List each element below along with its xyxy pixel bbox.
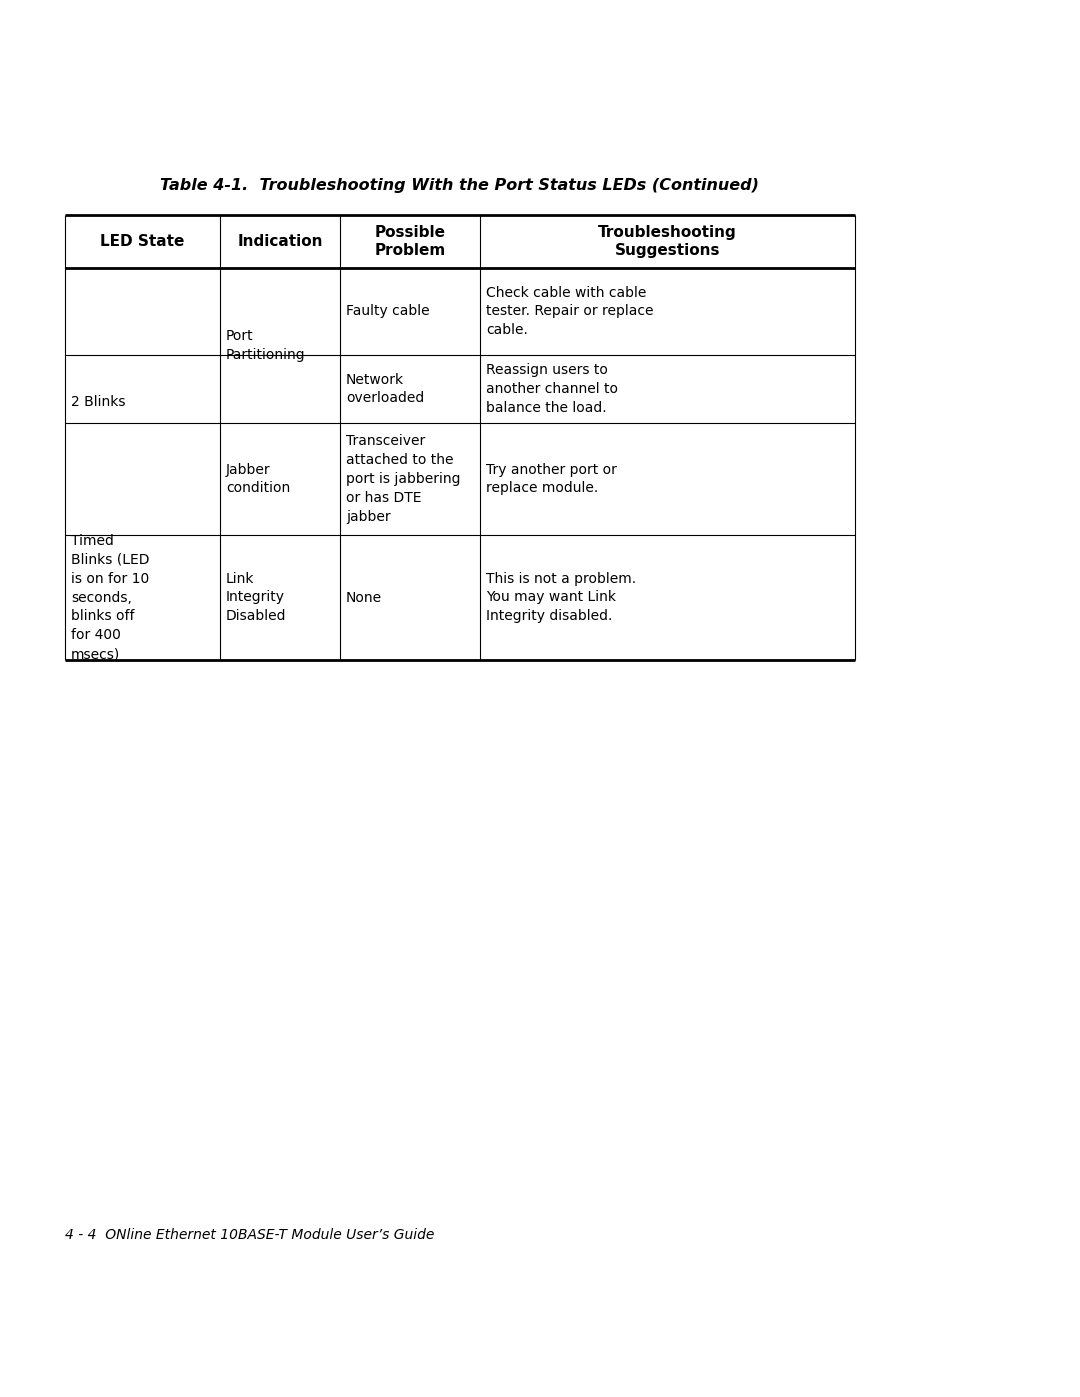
Text: Link
Integrity
Disabled: Link Integrity Disabled (226, 571, 286, 623)
Text: 4 - 4  ONline Ethernet 10BASE-T Module User’s Guide: 4 - 4 ONline Ethernet 10BASE-T Module Us… (65, 1228, 434, 1242)
Text: Jabber
condition: Jabber condition (226, 462, 291, 496)
Text: Faulty cable: Faulty cable (346, 305, 430, 319)
Text: Check cable with cable
tester. Repair or replace
cable.: Check cable with cable tester. Repair or… (486, 285, 653, 338)
Text: Table 4-1.  Troubleshooting With the Port Status LEDs (Continued): Table 4-1. Troubleshooting With the Port… (161, 177, 759, 193)
Text: Reassign users to
another channel to
balance the load.: Reassign users to another channel to bal… (486, 363, 618, 415)
Text: LED State: LED State (100, 235, 185, 249)
Text: Port
Partitioning: Port Partitioning (226, 330, 306, 362)
Text: Transceiver
attached to the
port is jabbering
or has DTE
jabber: Transceiver attached to the port is jabb… (346, 434, 460, 524)
Text: Possible
Problem: Possible Problem (375, 225, 446, 258)
Text: Indication: Indication (238, 235, 323, 249)
Text: None: None (346, 591, 382, 605)
Text: 2 Blinks: 2 Blinks (71, 394, 125, 408)
Text: Troubleshooting
Suggestions: Troubleshooting Suggestions (598, 225, 737, 258)
Text: Timed
Blinks (LED
is on for 10
seconds,
blinks off
for 400
msecs): Timed Blinks (LED is on for 10 seconds, … (71, 534, 149, 661)
Text: Try another port or
replace module.: Try another port or replace module. (486, 462, 617, 496)
Text: Network
overloaded: Network overloaded (346, 373, 424, 405)
Text: This is not a problem.
You may want Link
Integrity disabled.: This is not a problem. You may want Link… (486, 571, 636, 623)
